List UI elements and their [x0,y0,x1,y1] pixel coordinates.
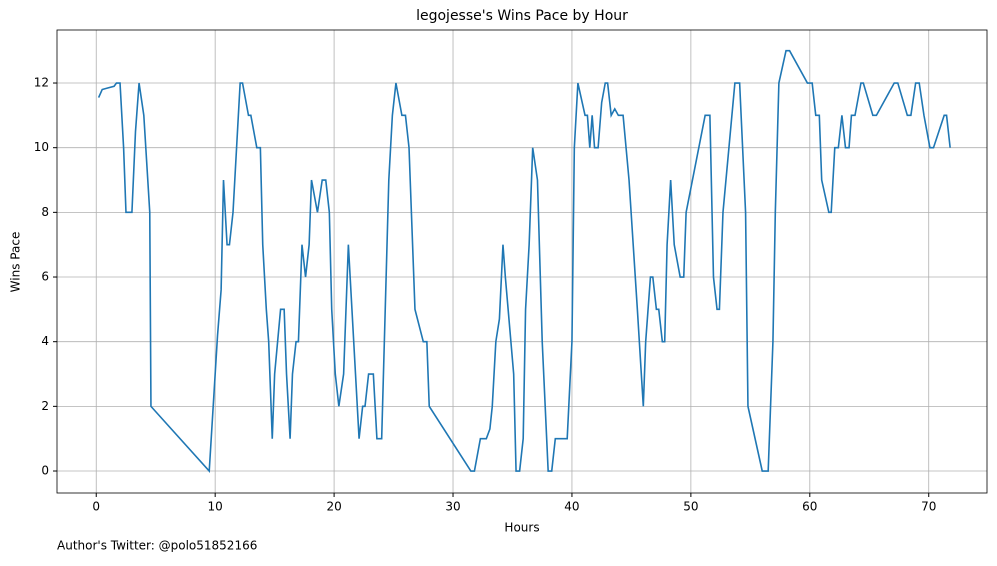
y-tick-label: 8 [41,205,49,219]
x-tick-label: 0 [92,500,100,514]
y-tick-label: 2 [41,399,49,413]
plot-frame [56,29,988,494]
chart-title: legojesse's Wins Pace by Hour [416,8,628,24]
y-axis-label: Wins Pace [9,232,23,293]
x-tick-label: 10 [208,500,223,514]
x-tick-label: 40 [564,500,579,514]
x-tick-label: 50 [683,500,698,514]
y-tick-label: 6 [41,270,49,284]
x-tick-label: 20 [326,500,341,514]
x-axis-label: Hours [504,521,539,535]
footer: Author's Twitter: @polo51852166 [57,539,257,553]
y-tick-label: 10 [34,140,49,154]
x-tick-label: 70 [921,500,936,514]
y-tick-label: 12 [34,76,49,90]
x-tick-label: 30 [445,500,460,514]
y-tick-label: 4 [41,334,49,348]
x-tick-label: 60 [802,500,817,514]
data-line [97,49,951,473]
y-tick-label: 0 [41,464,49,478]
